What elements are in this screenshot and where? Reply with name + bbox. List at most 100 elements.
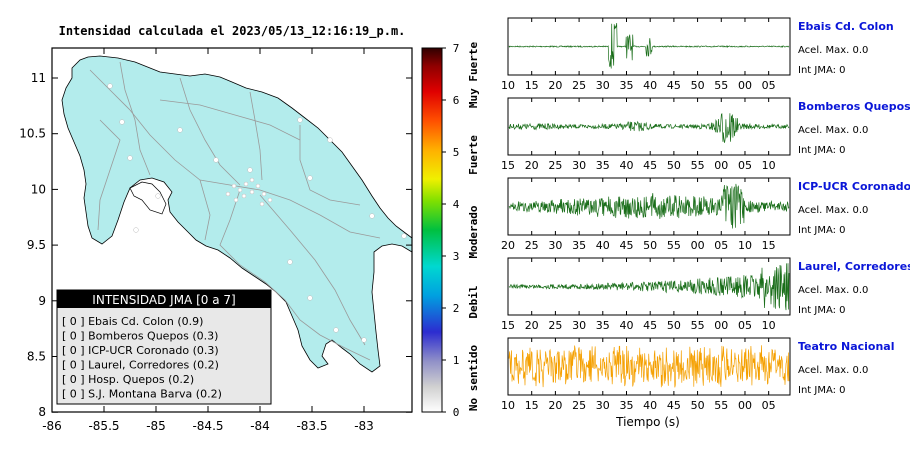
colorbar-level-label: Moderado [467, 205, 480, 258]
legend-header-bar [57, 290, 271, 308]
waveform-panel: 20 25 30 35 40 45 50 55 00 05 10 15 ICP-UCR Coronado… [501, 177, 910, 252]
waveform-x-tick-label: 00 [714, 159, 728, 172]
waveform-x-tick-label: 40 [619, 159, 633, 172]
colorbar-tick-label: 5 [453, 146, 460, 159]
waveform-x-tick-label: 55 [714, 79, 728, 92]
map-y-tick-label: 9.5 [27, 238, 46, 252]
waveform-x-tick-label: 45 [643, 319, 657, 332]
waveform-x-tick-label: 25 [548, 159, 562, 172]
waveform-panel: 10 15 20 25 30 35 40 45 50 55 00 05 Ebais Cd. Colon A… [501, 17, 894, 92]
waveform-trace [508, 22, 790, 69]
waveform-frame [507, 257, 791, 316]
station-accel-max: Acel. Max. 0.0 [798, 205, 868, 216]
station-int-jma: Int JMA: 0 [798, 385, 846, 396]
waveform-x-tick-label: 10 [762, 159, 776, 172]
waveform-x-tick-label: 05 [714, 239, 728, 252]
waveform-x-tick-label: 10 [501, 399, 515, 412]
gulf-of-nicoya [129, 181, 167, 215]
colorbar-tick-label: 7 [453, 42, 460, 55]
waveform-x-tick-label: 45 [619, 239, 633, 252]
waveform-x-tick-label: 30 [572, 319, 586, 332]
colorbar-level-label: Debil [467, 285, 480, 318]
map-y-tick-label: 9 [38, 294, 46, 308]
waveform-x-tick-label: 55 [714, 399, 728, 412]
waveform-x-tick-label: 15 [762, 239, 776, 252]
colorbar-level-label: Muy Fuerte [467, 42, 480, 109]
waveform-panels: 10 15 20 25 30 35 40 45 50 55 00 05 Ebais Cd. Colon A… [501, 17, 910, 412]
waveform-x-tick-label: 00 [738, 79, 752, 92]
map-title: Intensidad calculada el 2023/05/13_12:16… [59, 24, 406, 39]
waveform-x-tick-label: 55 [691, 319, 705, 332]
waveform-x-tick-label: 25 [572, 399, 586, 412]
waveform-panel: 10 15 20 25 30 35 40 45 50 55 00 05 Teatro Nacional A… [501, 337, 895, 412]
colorbar-tick-label: 4 [453, 198, 460, 211]
waveform-x-tick-label: 35 [619, 79, 633, 92]
intensity-colorbar: 7 6 5 4 3 2 1 0 Muy Fuerte Fuerte Moderado Debil No… [421, 42, 480, 419]
waveform-x-tick-label: 40 [643, 399, 657, 412]
waveform-x-tick-label: 55 [691, 159, 705, 172]
station-name: Teatro Nacional [798, 340, 895, 353]
waveform-x-tick-label: 15 [501, 159, 515, 172]
waveform-x-tick-label: 20 [525, 319, 539, 332]
waveform-x-tick-label: 00 [714, 319, 728, 332]
colorbar-tick-label: 2 [453, 302, 460, 315]
legend-entry: [ 0 ] Laurel, Corredores (0.2) [62, 359, 219, 372]
waveform-x-tick-label: 55 [667, 239, 681, 252]
waveform-panel: 15 20 25 30 35 40 45 50 55 00 05 10 Bomberos Quepos A… [501, 97, 910, 172]
waveform-x-tick-label: 40 [596, 239, 610, 252]
map-y-tick-label: 10.5 [19, 127, 46, 141]
road-network [89, 61, 381, 361]
waveform-x-tick-label: 45 [667, 79, 681, 92]
map-x-tick-label: -85.5 [88, 419, 119, 433]
intensity-map-panel: Intensidad calculada el 2023/05/13_12:16… [19, 24, 413, 433]
map-x-axis: -86 -85.5 -85 -84.5 -84 -83.5 -83 [42, 48, 374, 433]
colorbar-level-label: Fuerte [467, 135, 480, 175]
colorbar-level-label: No sentido [467, 345, 480, 412]
colorbar-tick-label: 3 [453, 250, 460, 263]
waveform-x-tick-label: 00 [691, 239, 705, 252]
legend-entry: [ 0 ] Hosp. Quepos (0.2) [62, 373, 194, 386]
waveform-x-tick-label: 40 [619, 319, 633, 332]
waveform-x-tick-label: 50 [691, 79, 705, 92]
map-x-tick-label: -83.5 [296, 419, 327, 433]
waveform-x-tick-label: 10 [738, 239, 752, 252]
map-y-tick-label: 11 [31, 71, 46, 85]
legend-entry: [ 0 ] Bomberos Quepos (0.3) [62, 330, 218, 343]
map-y-axis: 11 10.5 10 9.5 9 8.5 8 [19, 71, 412, 419]
map-x-tick-label: -86 [42, 419, 62, 433]
map-x-tick-label: -83 [354, 419, 374, 433]
waveform-x-tick-label: 35 [572, 239, 586, 252]
station-accel-max: Acel. Max. 0.0 [798, 285, 868, 296]
waveform-x-tick-label: 50 [667, 159, 681, 172]
waveform-x-tick-label: 15 [501, 319, 515, 332]
legend-entry: [ 0 ] Ebais Cd. Colon (0.9) [62, 315, 203, 328]
map-x-tick-label: -84.5 [192, 419, 223, 433]
intensity-legend: INTENSIDAD JMA [0 a 7] [ 0 ] Ebais Cd. C… [56, 289, 272, 405]
waveform-x-tick-label: 45 [667, 399, 681, 412]
station-accel-max: Acel. Max. 0.0 [798, 365, 868, 376]
waveform-x-tick-label: 35 [619, 399, 633, 412]
station-int-jma: Int JMA: 0 [798, 225, 846, 236]
waveform-x-tick-label: 50 [667, 319, 681, 332]
station-name: Laurel, Corredores [798, 260, 910, 273]
waveform-trace [508, 263, 790, 311]
legend-header: INTENSIDAD JMA [0 a 7] [92, 293, 235, 307]
station-name: Bomberos Quepos [798, 100, 910, 113]
waveform-x-tick-label: 20 [548, 399, 562, 412]
waveform-x-tick-label: 35 [596, 159, 610, 172]
map-frame [51, 47, 413, 413]
waveform-x-tick-label: 15 [525, 399, 539, 412]
map-y-tick-label: 8.5 [27, 350, 46, 364]
colorbar-labels: Muy Fuerte Fuerte Moderado Debil No sentido [467, 42, 480, 412]
map-y-tick-label: 8 [38, 405, 46, 419]
waveform-x-label: Tiempo (s) [615, 415, 680, 429]
station-accel-max: Acel. Max. 0.0 [798, 45, 868, 56]
waveform-x-tick-label: 50 [691, 399, 705, 412]
waveform-x-tick-label: 15 [525, 79, 539, 92]
waveform-x-tick-label: 10 [762, 319, 776, 332]
waveform-x-tick-label: 30 [596, 399, 610, 412]
waveform-x-tick-label: 40 [643, 79, 657, 92]
station-name: Ebais Cd. Colon [798, 20, 894, 33]
map-x-tick-label: -85 [146, 419, 166, 433]
